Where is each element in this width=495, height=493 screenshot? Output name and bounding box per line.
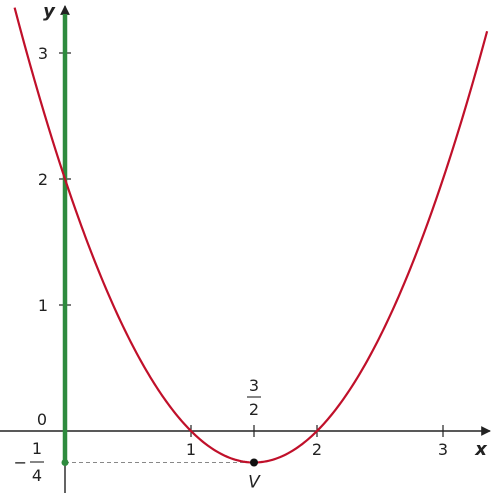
vertex-label: V — [248, 473, 261, 493]
x-tick-label: 2 — [312, 440, 322, 459]
vertex-x-numerator: 3 — [249, 376, 259, 395]
x-axis-label: x — [474, 439, 488, 460]
vertex-point — [250, 458, 258, 467]
y-tick-label: 2 — [38, 170, 48, 189]
vertex-y-sign: − — [14, 453, 27, 472]
x-tick-label: 3 — [438, 440, 448, 459]
y-intercept-point — [61, 459, 69, 466]
y-tick-label: 1 — [38, 296, 48, 315]
y-axis-label: y — [43, 1, 56, 22]
x-tick-label: 1 — [186, 440, 196, 459]
origin-label: 0 — [37, 410, 47, 429]
vertex-y-denominator: 4 — [32, 466, 42, 485]
vertex-y-numerator: 1 — [32, 439, 42, 458]
vertex-x-denominator: 2 — [249, 400, 259, 419]
y-tick-label: 3 — [38, 44, 48, 63]
